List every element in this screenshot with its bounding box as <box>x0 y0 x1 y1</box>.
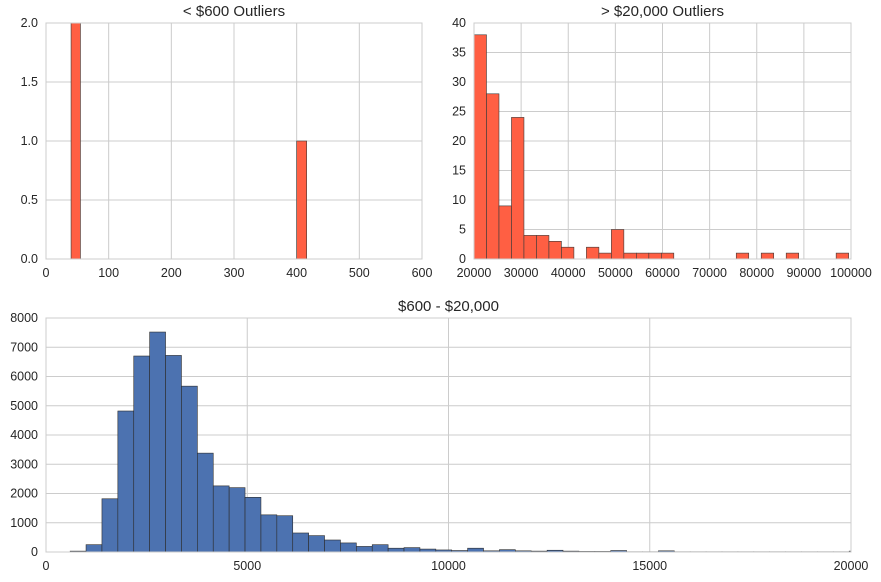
over-20000-y-tick-label: 20 <box>452 134 466 148</box>
under-600-bar <box>296 140 307 260</box>
over-20000-bar <box>785 252 799 260</box>
600-20000-x-tick-label: 20000 <box>834 559 869 573</box>
over-20000-chart-title: > $20,000 Outliers <box>601 3 724 20</box>
over-20000-x-tick-label: 30000 <box>504 266 539 280</box>
600-20000-bar <box>149 331 166 553</box>
600-20000-x-tick-label: 5000 <box>233 559 261 573</box>
600-20000-bar <box>260 514 278 553</box>
over-20000-bar <box>523 235 537 260</box>
600-20000-bar <box>467 547 484 553</box>
600-20000-y-tick-label: 2000 <box>10 487 38 501</box>
under-600-x-tick-label: 200 <box>161 266 182 280</box>
under-600-bar <box>70 22 81 260</box>
over-20000-bar <box>486 93 500 260</box>
600-20000-x-tick-label: 15000 <box>632 559 667 573</box>
600-20000-bar <box>101 498 119 553</box>
over-20000-x-tick-label: 100000 <box>830 266 872 280</box>
600-20000-x-tick-label: 10000 <box>431 559 466 573</box>
600-20000-bar <box>133 355 150 553</box>
600-20000-x-tick-label: 0 <box>43 559 50 573</box>
600-20000-bar <box>276 515 294 553</box>
over-20000-bar <box>611 229 625 260</box>
600-20000-y-tick-label: 5000 <box>10 399 38 413</box>
over-20000-y-tick-label: 30 <box>452 75 466 89</box>
over-20000-x-tick-label: 90000 <box>786 266 821 280</box>
under-600-y-tick-label: 2.0 <box>21 16 38 30</box>
under-600-x-tick-label: 400 <box>286 266 307 280</box>
under-600-x-tick-label: 600 <box>412 266 433 280</box>
600-20000-bar <box>197 452 214 553</box>
600-20000-bar <box>324 539 341 553</box>
over-20000-x-tick-label: 70000 <box>692 266 727 280</box>
over-20000-y-tick-label: 15 <box>452 164 466 178</box>
over-20000-y-tick-label: 40 <box>452 16 466 30</box>
over-20000-x-tick-label: 80000 <box>739 266 774 280</box>
over-20000-plot-frame <box>473 22 852 260</box>
under-600-plot-frame <box>45 22 423 260</box>
over-20000-x-tick-label: 20000 <box>457 266 492 280</box>
600-20000-bar <box>228 487 246 553</box>
under-600-y-tick-label: 1.0 <box>21 134 38 148</box>
over-20000-bar <box>661 252 675 260</box>
over-20000-bar <box>511 117 525 260</box>
under-600-chart-title: < $600 Outliers <box>183 3 285 20</box>
over-20000-y-tick-label: 10 <box>452 193 466 207</box>
over-20000-x-tick-label: 40000 <box>551 266 586 280</box>
600-20000-bar <box>371 544 389 553</box>
600-20000-y-tick-label: 0 <box>31 545 38 559</box>
600-20000-bar <box>117 410 135 553</box>
600-20000-bar <box>387 547 405 553</box>
600-20000-y-tick-label: 6000 <box>10 370 38 384</box>
600-20000-bar <box>308 535 325 553</box>
600-20000-bar <box>85 544 103 553</box>
under-600-x-tick-label: 100 <box>98 266 119 280</box>
600-20000-y-tick-label: 8000 <box>10 311 38 325</box>
over-20000-x-tick-label: 60000 <box>645 266 680 280</box>
600-20000-chart-title: $600 - $20,000 <box>398 298 499 315</box>
over-20000-bar <box>735 252 750 260</box>
under-600-x-tick-label: 500 <box>349 266 370 280</box>
600-20000-bar <box>340 542 357 553</box>
over-20000-bar <box>623 252 637 260</box>
over-20000-bar <box>561 246 575 260</box>
over-20000-x-tick-label: 50000 <box>598 266 633 280</box>
over-20000-bar <box>473 34 487 260</box>
over-20000-bar <box>760 252 775 260</box>
over-20000-bar <box>835 252 849 260</box>
over-20000-bar <box>498 205 512 260</box>
over-20000-bar <box>548 241 562 260</box>
600-20000-bar <box>244 497 262 553</box>
600-20000-y-tick-label: 4000 <box>10 428 38 442</box>
over-20000-bar <box>536 235 550 260</box>
panel-under-600: 0 100 200 300 400 500 600 0.0 0.5 1.0 1.5 2.0 < $600… <box>21 3 433 280</box>
under-600-y-tick-label: 0.0 <box>21 252 38 266</box>
over-20000-y-tick-label: 25 <box>452 105 466 119</box>
600-20000-y-tick-label: 7000 <box>10 340 38 354</box>
over-20000-bar <box>648 252 662 260</box>
under-600-x-tick-label: 300 <box>224 266 245 280</box>
600-20000-bar <box>181 385 198 553</box>
panel-600-20000: 0 5000 10000 15000 20000 0 1000 2000 3000 4000 500… <box>10 298 868 573</box>
600-20000-bar <box>165 355 182 553</box>
over-20000-bar <box>598 252 612 260</box>
600-20000-y-tick-label: 3000 <box>10 457 38 471</box>
over-20000-y-tick-label: 35 <box>452 46 466 60</box>
under-600-y-tick-label: 1.5 <box>21 75 38 89</box>
over-20000-bar <box>586 246 600 260</box>
under-600-y-tick-label: 0.5 <box>21 193 38 207</box>
600-20000-bar <box>403 547 421 553</box>
over-20000-y-tick-label: 5 <box>459 223 466 237</box>
600-20000-bar <box>292 532 309 553</box>
600-20000-plot-frame <box>45 317 852 553</box>
over-20000-bar <box>636 252 650 260</box>
panel-over-20000: 20000 30000 40000 50000 60000 70000 80000 90000… <box>452 3 872 280</box>
600-20000-bar <box>356 546 373 553</box>
over-20000-y-tick-label: 0 <box>459 252 466 266</box>
under-600-x-tick-label: 0 <box>43 266 50 280</box>
600-20000-bar <box>212 485 230 553</box>
600-20000-y-tick-label: 1000 <box>10 516 38 530</box>
